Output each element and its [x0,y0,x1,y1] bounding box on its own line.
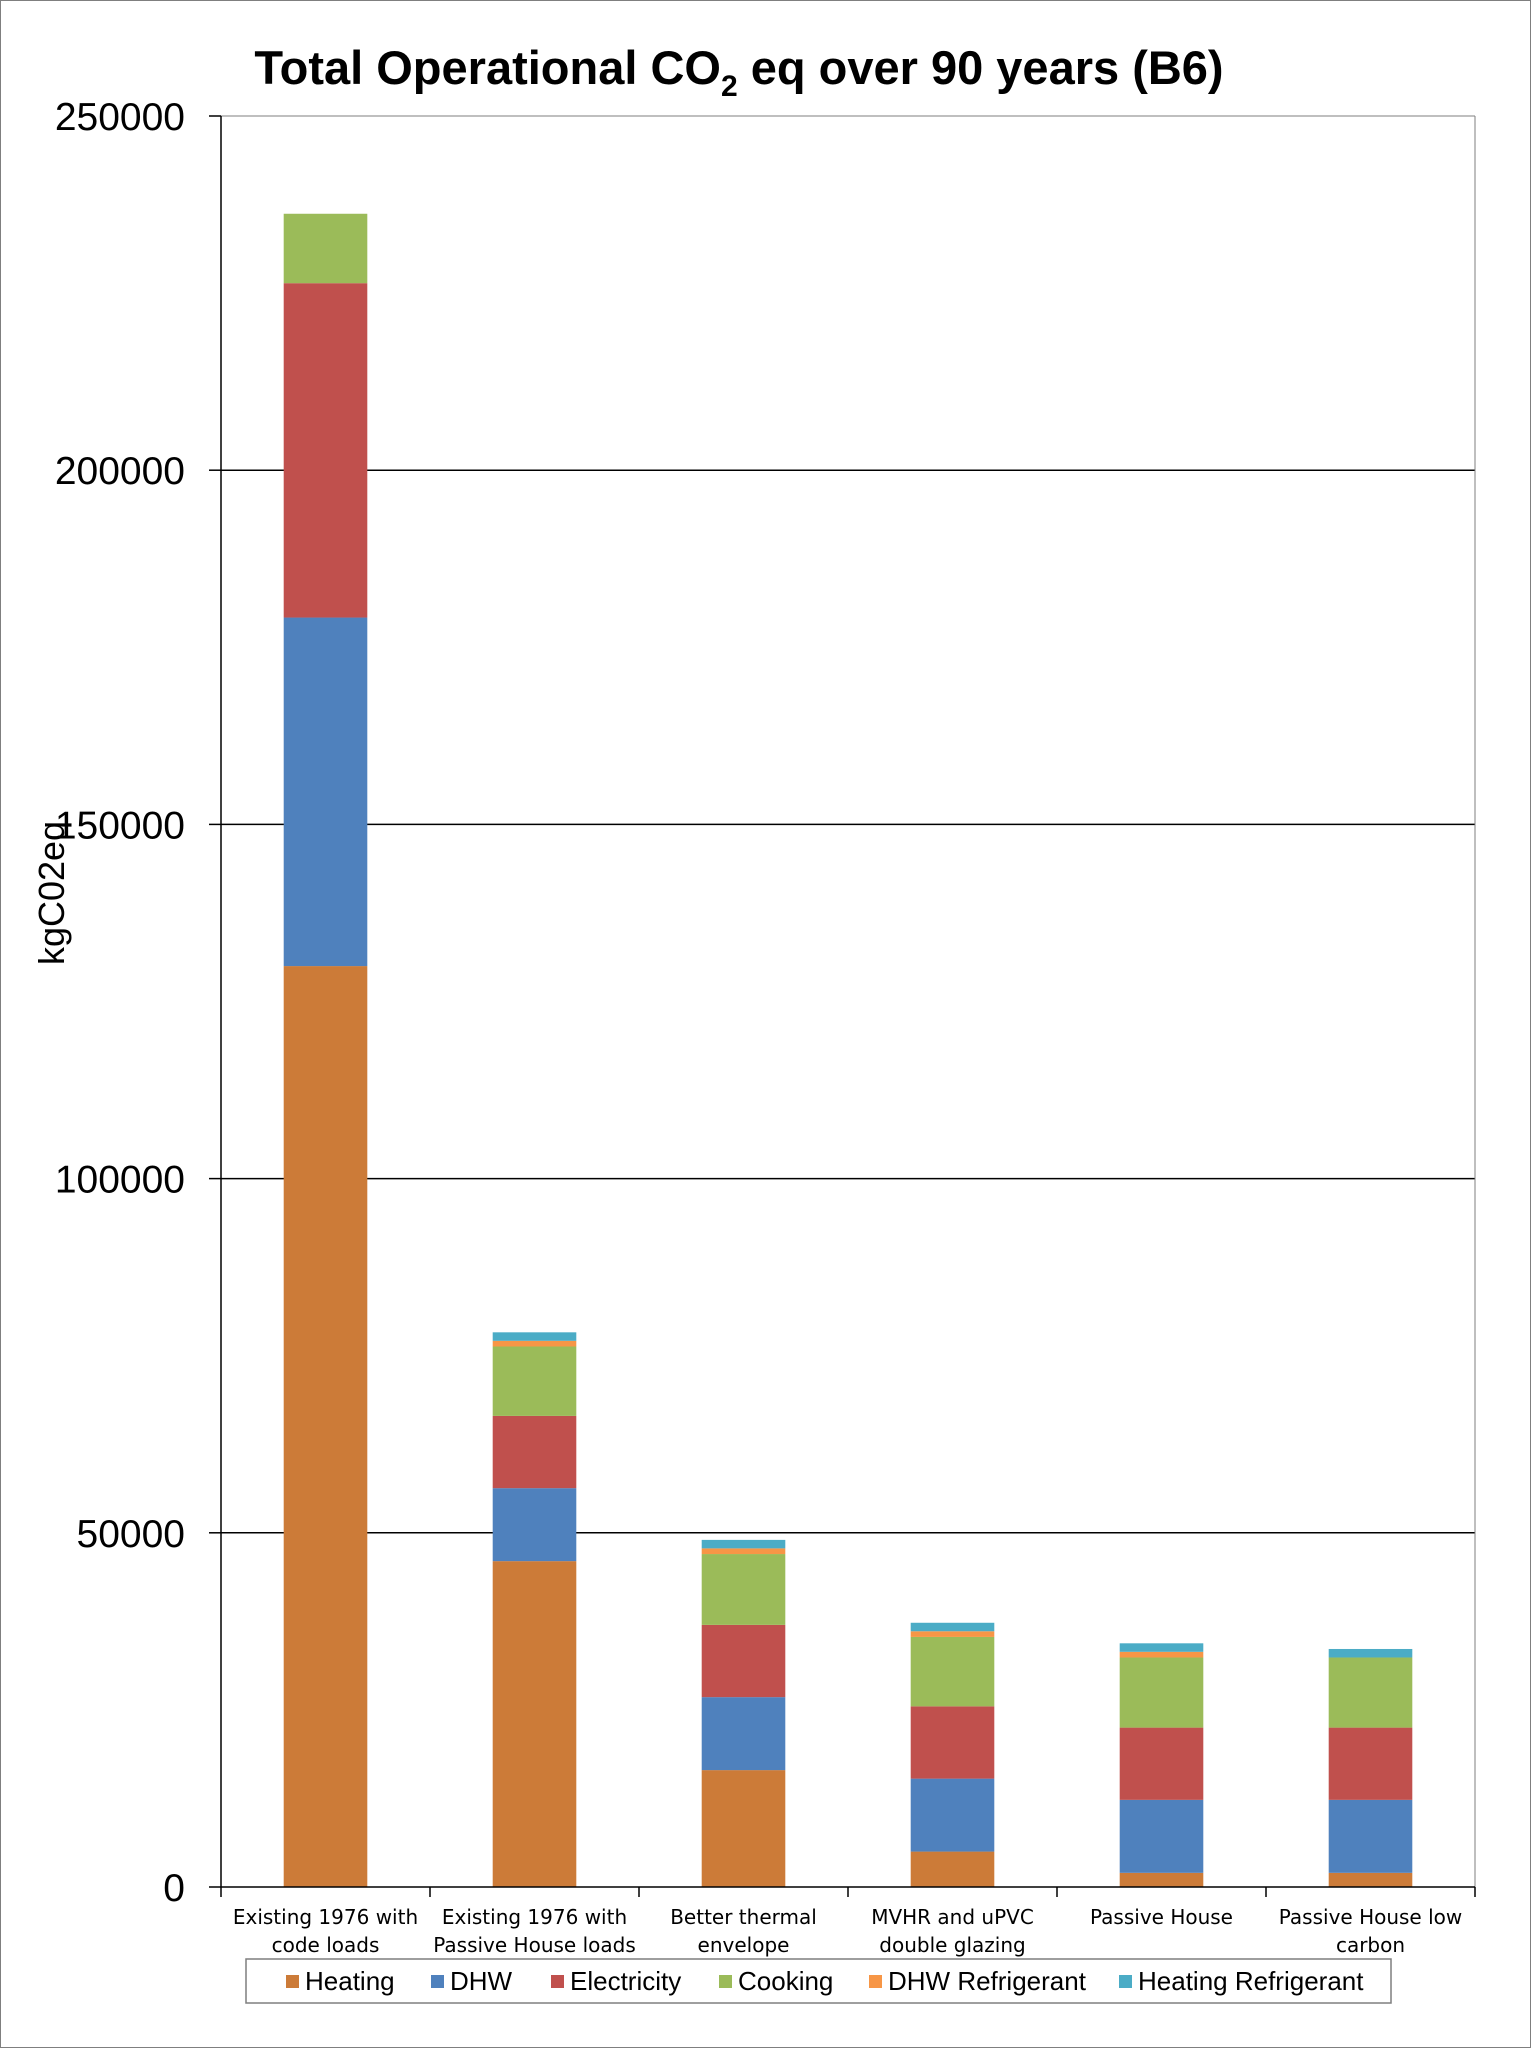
bar-heating [1328,1872,1413,1887]
bar-cooking [1119,1657,1204,1728]
x-tick-label-line: Better thermal [670,1905,817,1929]
bar-heating-refrigerant [910,1622,995,1632]
y-tick-label: 150000 [55,804,185,847]
x-tick-label-line: double glazing [879,1933,1025,1957]
bar-dhw [283,617,368,967]
bar-dhw [701,1697,786,1771]
bar-heating [283,966,368,1887]
legend-entry: Cooking [738,1966,833,1996]
bar-heating-refrigerant [1119,1643,1204,1652]
bar-electricity [1328,1727,1413,1800]
bar-cooking [701,1554,786,1625]
y-tick-label: 100000 [55,1159,185,1202]
bar-heating-refrigerant [492,1332,577,1341]
bar-cooking [283,213,368,284]
bar-heating [1119,1872,1204,1887]
bar-dhw-refrigerant [910,1631,995,1637]
x-tick-label-line: code loads [272,1933,380,1957]
legend-swatch [551,1975,564,1988]
x-tick-label-line: Existing 1976 with [233,1905,418,1929]
legend-entry: Electricity [570,1966,681,1996]
bar-dhw [492,1488,577,1562]
legend: Heating DHW Electricity Cooking DHW Refriger… [245,1958,1392,2004]
bar-dhw-refrigerant [701,1548,786,1555]
legend-entry: DHW Refrigerant [888,1966,1087,1996]
x-tick-label-line: carbon [1336,1933,1405,1957]
bar-electricity [910,1706,995,1779]
bar-cooking [910,1636,995,1707]
legend-entry: DHW [450,1966,513,1996]
legend-swatch [286,1975,299,1988]
bar-electricity [701,1624,786,1698]
bar-electricity [283,283,368,618]
bar-dhw [1328,1799,1413,1873]
bar-dhw [1119,1799,1204,1873]
y-tick-label: 0 [163,1867,185,1910]
bars [283,213,1413,1887]
bar-electricity [492,1415,577,1489]
legend-swatch [869,1975,882,1988]
legend-swatch [719,1975,732,1988]
gridlines [221,469,1475,1534]
bar-dhw-refrigerant [1119,1651,1204,1658]
bar-dhw-refrigerant [492,1340,577,1347]
x-tick-label: Passive House [1090,1905,1233,1929]
chart-title: Total Operational CO2 eq over 90 years (… [254,41,1223,103]
x-tick-label: Existing 1976 with Passive House loads [433,1905,636,1957]
bar-dhw [910,1778,995,1852]
y-tick-label: 50000 [77,1513,185,1556]
y-tick-label: 200000 [55,450,185,493]
bar-heating-refrigerant [701,1539,786,1549]
legend-entry: Heating Refrigerant [1138,1966,1364,1996]
legend-swatch [1119,1975,1132,1988]
bar-electricity [1119,1727,1204,1800]
y-tick-labels: 0 50000 100000 150000 200000 250000 [55,96,185,1910]
bar-heating [701,1770,786,1887]
legend-entry: Heating [305,1966,395,1996]
x-tick-label-line: Passive House loads [433,1933,636,1957]
axes [209,115,1476,1897]
x-tick-label: Existing 1976 with code loads [233,1905,418,1957]
x-tick-label-line: Passive House [1090,1905,1233,1929]
bar-cooking [492,1346,577,1416]
x-tick-label-line: envelope [698,1933,790,1957]
bar-heating [910,1851,995,1887]
x-tick-label: Better thermal envelope [670,1905,817,1957]
bar-heating-refrigerant [1328,1648,1413,1658]
x-tick-label: MVHR and uPVC double glazing [871,1905,1034,1957]
y-tick-label: 250000 [55,96,185,139]
legend-swatch [431,1975,444,1988]
bar-heating [492,1561,577,1887]
x-tick-label-line: MVHR and uPVC [871,1905,1034,1929]
y-axis-label: kgC02eq [31,821,72,965]
x-tick-label: Passive House low carbon [1279,1905,1463,1957]
x-tick-label-line: Passive House low [1279,1905,1463,1929]
bar-cooking [1328,1657,1413,1728]
x-tick-label-line: Existing 1976 with [442,1905,627,1929]
